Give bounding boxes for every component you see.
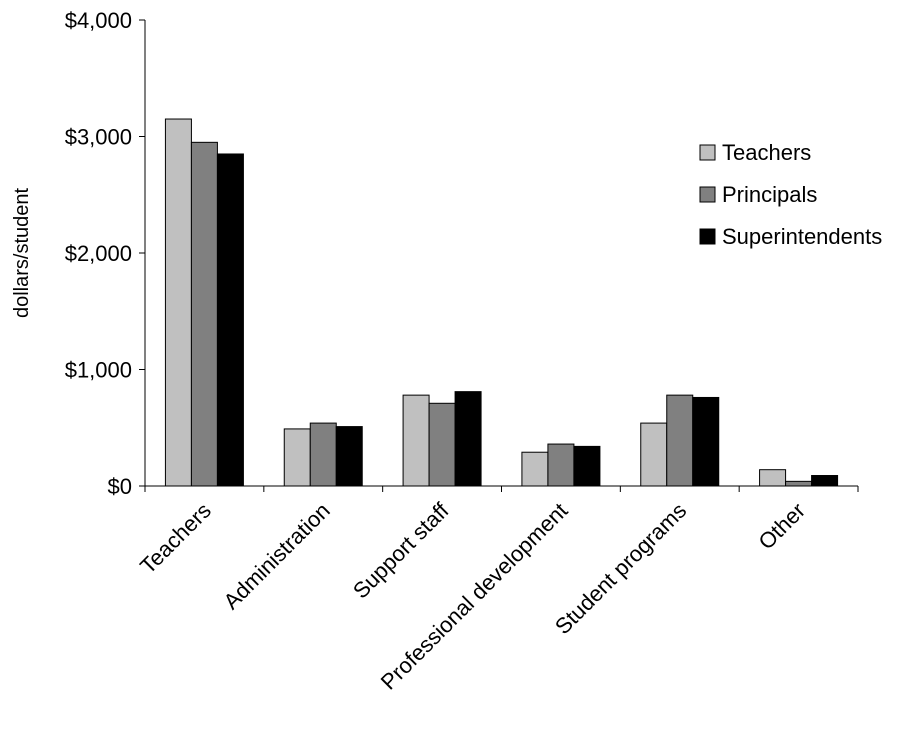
bar bbox=[692, 396, 720, 487]
y-tick-label: $0 bbox=[108, 474, 132, 499]
category-label: Teachers bbox=[135, 498, 216, 579]
bar bbox=[573, 445, 601, 487]
category-label: Support staff bbox=[348, 497, 454, 603]
category-label: Student programs bbox=[550, 498, 691, 639]
bar bbox=[283, 428, 311, 487]
legend-swatch bbox=[699, 186, 716, 203]
legend: Teachers Principals Superintendents bbox=[699, 140, 882, 249]
bar bbox=[309, 422, 337, 487]
legend-swatch bbox=[699, 228, 716, 245]
legend-swatch bbox=[699, 144, 716, 161]
category-label: Other bbox=[754, 498, 811, 555]
y-tick-label: $1,000 bbox=[65, 358, 132, 383]
bar bbox=[785, 480, 813, 487]
bar bbox=[216, 153, 244, 487]
bar bbox=[402, 394, 430, 487]
bar bbox=[640, 422, 668, 487]
y-axis-title: dollars/student bbox=[11, 188, 33, 319]
y-tick-label: $4,000 bbox=[65, 8, 132, 33]
category-label: Administration bbox=[219, 498, 335, 614]
bars bbox=[164, 118, 839, 487]
bar bbox=[428, 402, 456, 487]
y-axis: $0 $1,000 $2,000 $3,000 $4,000 bbox=[65, 8, 146, 499]
bar bbox=[811, 475, 839, 487]
category-labels: Teachers Administration Support staffProfe… bbox=[135, 497, 810, 694]
legend-label: Teachers bbox=[722, 140, 811, 165]
bar bbox=[190, 141, 218, 487]
legend-label: Superintendents bbox=[722, 224, 882, 249]
x-axis bbox=[144, 485, 859, 492]
bar bbox=[335, 426, 363, 487]
bar bbox=[164, 118, 192, 487]
y-tick-label: $3,000 bbox=[65, 125, 132, 150]
legend-label: Principals bbox=[722, 182, 817, 207]
bar bbox=[454, 391, 482, 487]
bar bbox=[547, 443, 575, 487]
y-tick-label: $2,000 bbox=[65, 241, 132, 266]
bar bbox=[521, 451, 549, 487]
bar bbox=[666, 394, 694, 487]
bar bbox=[759, 469, 787, 487]
